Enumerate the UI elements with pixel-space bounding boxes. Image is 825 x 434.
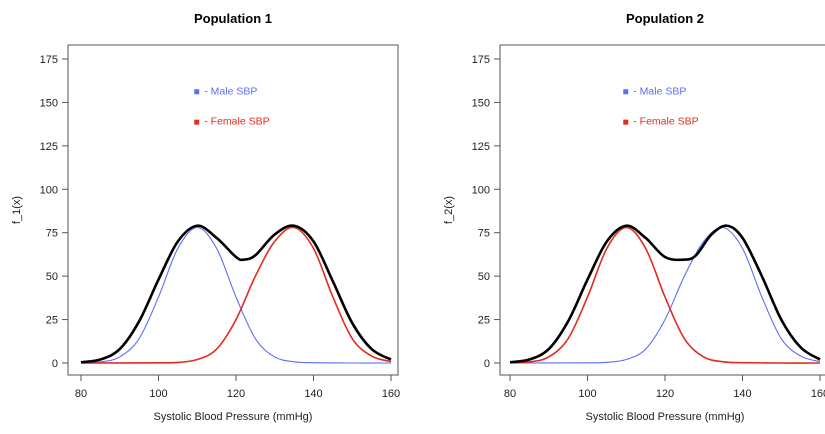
legend-label: - Male SBP: [633, 85, 686, 97]
plot-frame: [67, 44, 399, 376]
y-tick-label: 50: [478, 271, 490, 283]
legend-marker: [194, 119, 200, 125]
y-tick-label: 75: [46, 228, 58, 240]
x-tick-label: 160: [811, 388, 825, 400]
legend-marker: [623, 89, 629, 95]
series-line-2: [80, 226, 392, 364]
y-tick-label: 50: [46, 271, 58, 283]
x-tick-label: 100: [578, 388, 596, 400]
x-tick-label: 160: [382, 388, 400, 400]
y-tick-label: 25: [478, 315, 490, 327]
x-axis-label: Systolic Blood Pressure (mmHg): [154, 411, 313, 423]
y-tick-label: 75: [478, 228, 490, 240]
y-tick-label: 25: [46, 315, 58, 327]
y-tick-label: 0: [484, 358, 490, 370]
legend-label: - Female SBP: [204, 116, 269, 128]
series-line-total: [509, 224, 821, 364]
y-tick-label: 150: [472, 97, 490, 109]
y-tick-label: 100: [472, 184, 490, 196]
y-tick-label: 0: [52, 358, 58, 370]
chart-panel-1: Population 1 80 100 120 140 160 0 25 50 75 100 125 1…: [11, 11, 400, 423]
x-axis-label: Systolic Blood Pressure (mmHg): [586, 411, 745, 423]
legend-label: - Female SBP: [633, 116, 698, 128]
y-axis-label: f_1(x): [11, 196, 23, 224]
x-tick-label: 80: [504, 388, 516, 400]
chart-panel-2: Population 2 80 100 120 140 160 0 25 50 75 100 125 1…: [443, 11, 825, 423]
legend-label: - Male SBP: [204, 85, 257, 97]
x-tick-label: 140: [304, 388, 322, 400]
x-tick-label: 120: [656, 388, 674, 400]
x-tick-label: 80: [75, 388, 87, 400]
legend-marker: [623, 119, 629, 125]
series-line-total: [80, 224, 392, 364]
y-tick-label: 150: [40, 97, 58, 109]
legend-marker: [194, 89, 200, 95]
series-line-1: [80, 226, 392, 364]
y-tick-label: 175: [40, 54, 58, 66]
x-tick-label: 120: [227, 388, 245, 400]
series-line-2: [509, 226, 821, 364]
y-tick-label: 100: [40, 184, 58, 196]
y-axis-label: f_2(x): [443, 196, 455, 224]
chart-title: Population 1: [194, 11, 272, 26]
chart-title: Population 2: [626, 11, 704, 26]
y-tick-label: 125: [40, 141, 58, 153]
y-tick-label: 125: [472, 141, 490, 153]
x-tick-label: 100: [149, 388, 167, 400]
y-tick-label: 175: [472, 54, 490, 66]
x-tick-label: 140: [733, 388, 751, 400]
